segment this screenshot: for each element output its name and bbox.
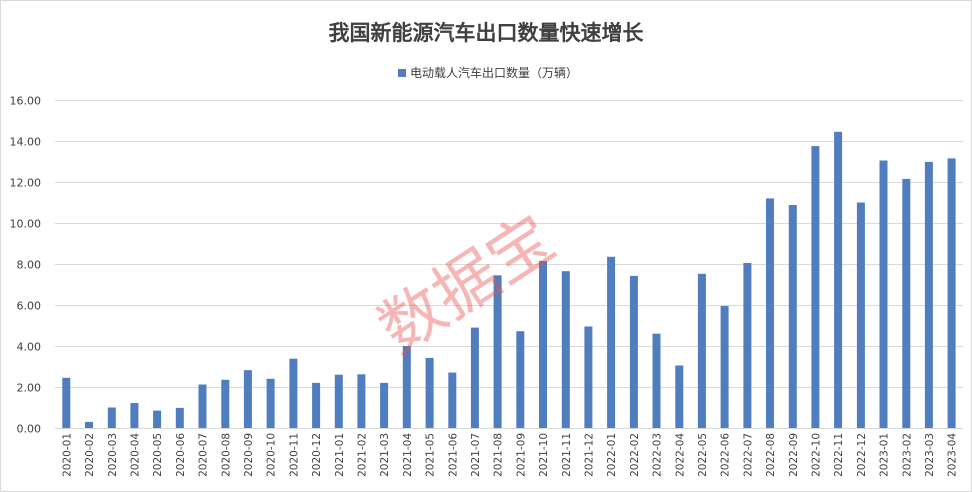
x-tick-label: 2021-04 xyxy=(402,433,414,477)
y-tick-label: 10.00 xyxy=(10,218,42,231)
x-tick-label: 2021-02 xyxy=(356,433,368,477)
bar xyxy=(357,374,366,428)
x-tick-label: 2021-05 xyxy=(425,433,437,477)
x-tick-label: 2022-08 xyxy=(765,433,777,477)
x-tick-label: 2022-09 xyxy=(788,433,800,477)
bar xyxy=(221,379,230,428)
x-tick-label: 2020-05 xyxy=(152,433,164,477)
y-tick-label: 2.00 xyxy=(17,382,42,395)
bar xyxy=(561,271,570,428)
x-tick-label: 2020-04 xyxy=(129,433,141,477)
x-tick-label: 2022-03 xyxy=(652,433,664,477)
bar xyxy=(947,158,956,428)
legend-swatch xyxy=(398,69,406,77)
y-tick-label: 0.00 xyxy=(17,423,42,436)
y-tick-label: 12.00 xyxy=(10,177,42,190)
x-tick-label: 2023-01 xyxy=(879,433,891,477)
x-tick-label: 2022-07 xyxy=(742,433,754,477)
bar xyxy=(380,382,389,428)
bar xyxy=(811,146,820,428)
x-tick-label: 2021-11 xyxy=(561,433,573,477)
bar xyxy=(788,205,797,428)
x-tick-label: 2020-10 xyxy=(266,433,278,477)
x-tick-label: 2020-11 xyxy=(288,433,300,477)
bar xyxy=(402,346,411,428)
bars xyxy=(62,131,956,429)
chart-title: 我国新能源汽车出口数量快速增长 xyxy=(329,21,645,45)
y-tick-label: 16.00 xyxy=(10,95,42,108)
bar xyxy=(130,403,139,428)
bar xyxy=(266,378,275,428)
x-tick-label: 2021-03 xyxy=(379,433,391,477)
bar xyxy=(629,275,638,428)
x-tick-label: 2022-01 xyxy=(606,433,618,477)
bar xyxy=(743,263,752,428)
bar xyxy=(720,306,729,428)
bar xyxy=(470,327,479,428)
legend: 电动载人汽车出口数量（万辆） xyxy=(398,65,578,80)
x-tick-label: 2021-09 xyxy=(515,433,527,477)
bar xyxy=(766,198,774,428)
bar xyxy=(175,407,184,428)
x-tick-label: 2022-05 xyxy=(697,433,709,477)
x-tick-label: 2023-02 xyxy=(901,433,913,477)
bar xyxy=(289,358,298,428)
y-tick-label: 8.00 xyxy=(17,259,42,272)
x-tick-label: 2020-09 xyxy=(243,433,255,477)
bar xyxy=(493,275,502,428)
watermark: 数据宝 xyxy=(366,202,567,369)
bar xyxy=(924,161,933,428)
x-tick-label: 2020-06 xyxy=(175,433,187,477)
legend-label: 电动载人汽车出口数量（万辆） xyxy=(410,65,578,80)
x-tick-label: 2021-07 xyxy=(470,433,482,477)
bar xyxy=(107,407,116,428)
bar xyxy=(85,421,93,428)
x-tick-label: 2020-03 xyxy=(107,433,119,477)
y-tick-label: 14.00 xyxy=(10,136,42,149)
x-tick-label: 2023-04 xyxy=(947,433,959,477)
x-tick-label: 2020-08 xyxy=(220,433,232,477)
bar xyxy=(425,357,434,428)
x-tick-label: 2020-02 xyxy=(84,433,96,477)
y-tick-label: 4.00 xyxy=(17,341,42,354)
x-axis: 2020-01 2020-02 2020-03 2020-04 2020-05 2020-… xyxy=(61,433,958,477)
bar xyxy=(334,374,343,428)
bar xyxy=(607,256,616,428)
bar xyxy=(902,178,911,428)
x-tick-label: 2021-12 xyxy=(583,433,595,477)
x-tick-label: 2021-08 xyxy=(493,433,505,477)
bar xyxy=(516,331,525,428)
x-tick-label: 2022-11 xyxy=(833,433,845,477)
bar xyxy=(652,333,661,428)
x-tick-label: 2021-01 xyxy=(334,433,346,477)
x-tick-label: 2022-10 xyxy=(810,433,822,477)
x-tick-label: 2021-10 xyxy=(538,433,550,477)
x-tick-label: 2022-04 xyxy=(674,433,686,477)
x-tick-label: 2021-06 xyxy=(447,433,459,477)
bar xyxy=(243,370,252,428)
x-tick-label: 2020-01 xyxy=(61,433,73,477)
bar xyxy=(539,260,547,428)
bar xyxy=(584,326,593,428)
bar xyxy=(879,160,888,428)
bar xyxy=(312,382,321,428)
y-axis: 0.00 2.00 4.00 6.00 8.00 10.00 12.00 14.00 16.00 xyxy=(10,95,42,436)
bar xyxy=(448,372,457,428)
x-tick-label: 2022-02 xyxy=(629,433,641,477)
x-tick-label: 2023-03 xyxy=(924,433,936,477)
bar xyxy=(697,273,706,428)
bar xyxy=(153,410,162,428)
x-tick-label: 2022-06 xyxy=(720,433,732,477)
x-tick-label: 2020-12 xyxy=(311,433,323,477)
x-tick-label: 2020-07 xyxy=(198,433,210,477)
bar xyxy=(856,202,865,428)
bar xyxy=(62,377,71,428)
bar xyxy=(198,384,207,428)
y-tick-label: 6.00 xyxy=(17,300,42,313)
x-tick-label: 2022-12 xyxy=(856,433,868,477)
bar xyxy=(834,131,843,429)
bar xyxy=(675,365,684,428)
